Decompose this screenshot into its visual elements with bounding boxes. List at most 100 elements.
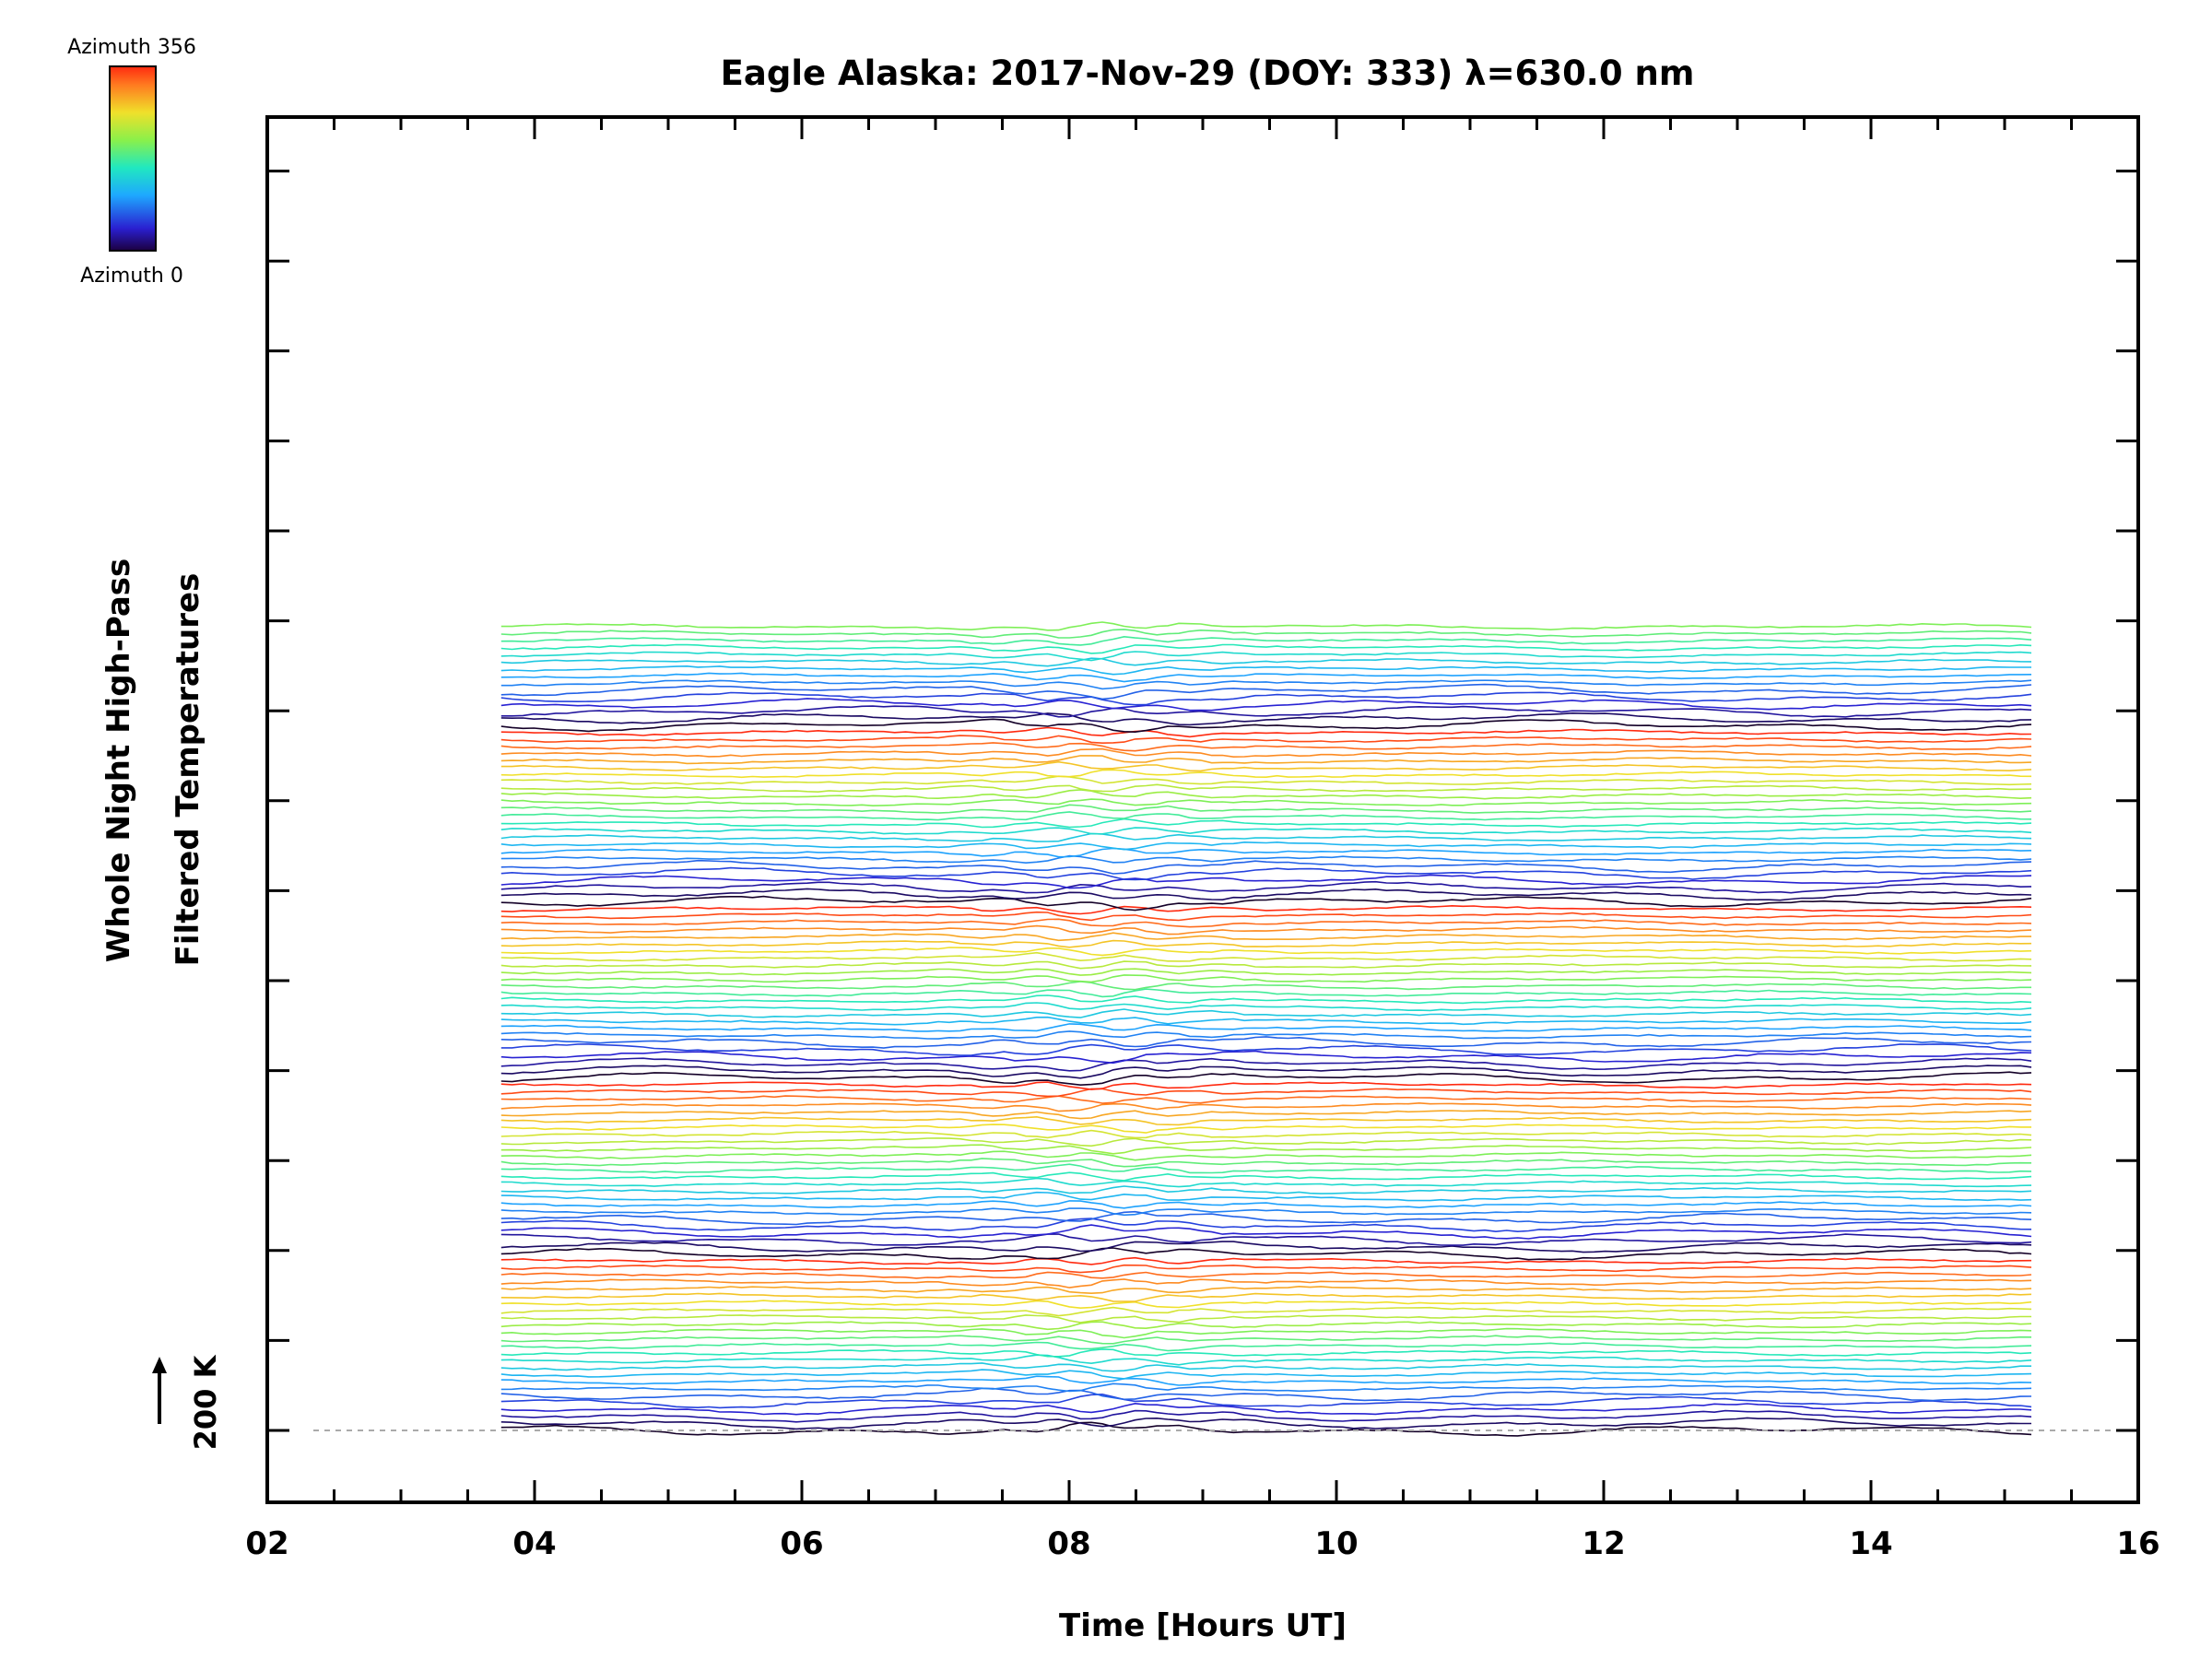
- x-tick-label: 10: [1314, 1525, 1358, 1562]
- trace-line: [500, 1110, 2032, 1120]
- trace-line: [500, 747, 2032, 759]
- trace-line: [500, 665, 2031, 676]
- trace-line: [500, 1382, 2032, 1393]
- trace-line: [500, 1369, 2032, 1380]
- trace-line: [500, 981, 2031, 991]
- trace-line: [500, 1300, 2032, 1310]
- colorbar: [109, 65, 157, 252]
- trace-line: [500, 874, 2032, 889]
- trace-line: [500, 888, 2032, 901]
- trace-line: [500, 968, 2032, 976]
- trace-line: [500, 1256, 2032, 1265]
- trace-line: [500, 859, 2032, 875]
- trace-line: [500, 960, 2032, 970]
- trace-line: [500, 854, 2032, 865]
- trace-line: [500, 1163, 2032, 1174]
- trace-line: [500, 712, 2032, 726]
- trace-line: [500, 1278, 2032, 1288]
- trace-line: [500, 1207, 2032, 1217]
- trace-line: [500, 1387, 2032, 1402]
- trace-line: [500, 1314, 2031, 1324]
- trace-line: [500, 1218, 2032, 1233]
- colorbar-top-label: Azimuth 356: [67, 36, 196, 59]
- trace-line: [500, 1354, 2032, 1366]
- trace-line: [500, 1030, 2032, 1040]
- trace-line: [500, 811, 2032, 821]
- trace-line: [500, 880, 2032, 894]
- trace-line: [500, 1124, 2031, 1134]
- scale-bar-label: 200 K: [188, 1354, 223, 1450]
- y-axis-label-line2: Filtered Temperatures: [170, 573, 206, 967]
- x-axis-label: Time [Hours UT]: [1059, 1607, 1347, 1644]
- trace-line: [500, 1129, 2032, 1139]
- x-tick-label: 14: [1849, 1525, 1892, 1562]
- trace-line: [500, 1036, 2032, 1049]
- trace-line: [500, 683, 2032, 700]
- trace-line: [500, 1402, 2032, 1416]
- trace-line: [500, 932, 2031, 942]
- plot-frame: [265, 115, 2140, 1504]
- trace-line: [500, 629, 2032, 639]
- trace-line: [500, 1393, 2032, 1409]
- trace-line: [500, 726, 2032, 738]
- trace-line: [500, 755, 2032, 765]
- trace-line: [500, 951, 2032, 962]
- trace-line: [500, 1088, 2032, 1098]
- trace-line: [500, 1200, 2032, 1209]
- trace-line: [500, 1327, 2032, 1339]
- trace-line: [500, 1023, 2032, 1032]
- trace-line: [500, 818, 2032, 829]
- trace-line: [500, 1341, 2032, 1352]
- trace-line: [500, 847, 2032, 858]
- trace-line: [500, 1101, 2032, 1112]
- trace-line: [500, 735, 2032, 745]
- trace-line: [500, 1171, 2032, 1182]
- trace-line: [500, 904, 2032, 915]
- trace-line: [500, 1158, 2032, 1168]
- trace-line: [500, 1264, 2032, 1274]
- trace-line: [500, 705, 2032, 718]
- trace-line: [500, 1144, 2032, 1155]
- trace-line: [500, 1057, 2032, 1072]
- trace-line: [500, 1150, 2032, 1161]
- trace-line: [500, 1321, 2032, 1331]
- trace-line: [500, 918, 2032, 928]
- trace-line: [500, 798, 2032, 807]
- x-tick-label: 16: [2116, 1525, 2159, 1562]
- trace-line: [500, 1306, 2032, 1317]
- trace-line: [500, 1050, 2032, 1065]
- trace-line: [500, 718, 2032, 734]
- trace-line: [500, 1247, 2032, 1261]
- trace-line: [500, 947, 2032, 957]
- trace-line: [500, 760, 2032, 772]
- trace-line: [500, 789, 2032, 800]
- trace-line: [500, 657, 2032, 667]
- trace-lines: [500, 621, 2032, 1437]
- trace-line: [500, 1292, 2032, 1302]
- trace-line: [500, 769, 2032, 779]
- x-tick-label: 12: [1582, 1525, 1625, 1562]
- axis-ticks: [265, 117, 2140, 1502]
- trace-line: [500, 1016, 2032, 1026]
- chart-title: Eagle Alaska: 2017-Nov-29 (DOY: 333) λ=6…: [721, 53, 1695, 93]
- trace-line: [500, 1191, 2032, 1202]
- y-axis-label-line1: Whole Night High-Pass: [100, 559, 137, 963]
- trace-line: [500, 1417, 2031, 1430]
- trace-line: [500, 1271, 2032, 1279]
- trace-line: [500, 742, 2032, 752]
- trace-line: [500, 841, 2032, 851]
- trace-line: [500, 651, 2032, 662]
- trace-line: [500, 698, 2032, 712]
- trace-line: [500, 1421, 2032, 1437]
- trace-line: [500, 939, 2032, 948]
- trace-line: [500, 1224, 2032, 1240]
- trace-line: [500, 1095, 2032, 1104]
- colorbar-bottom-label: Azimuth 0: [80, 265, 183, 288]
- trace-line: [500, 1241, 2032, 1253]
- trace-line: [500, 1081, 2032, 1090]
- trace-line: [500, 1335, 2032, 1345]
- trace-line: [500, 621, 2032, 631]
- x-tick-label: 04: [512, 1525, 556, 1562]
- trace-line: [500, 1375, 2032, 1386]
- trace-line: [500, 1285, 2032, 1295]
